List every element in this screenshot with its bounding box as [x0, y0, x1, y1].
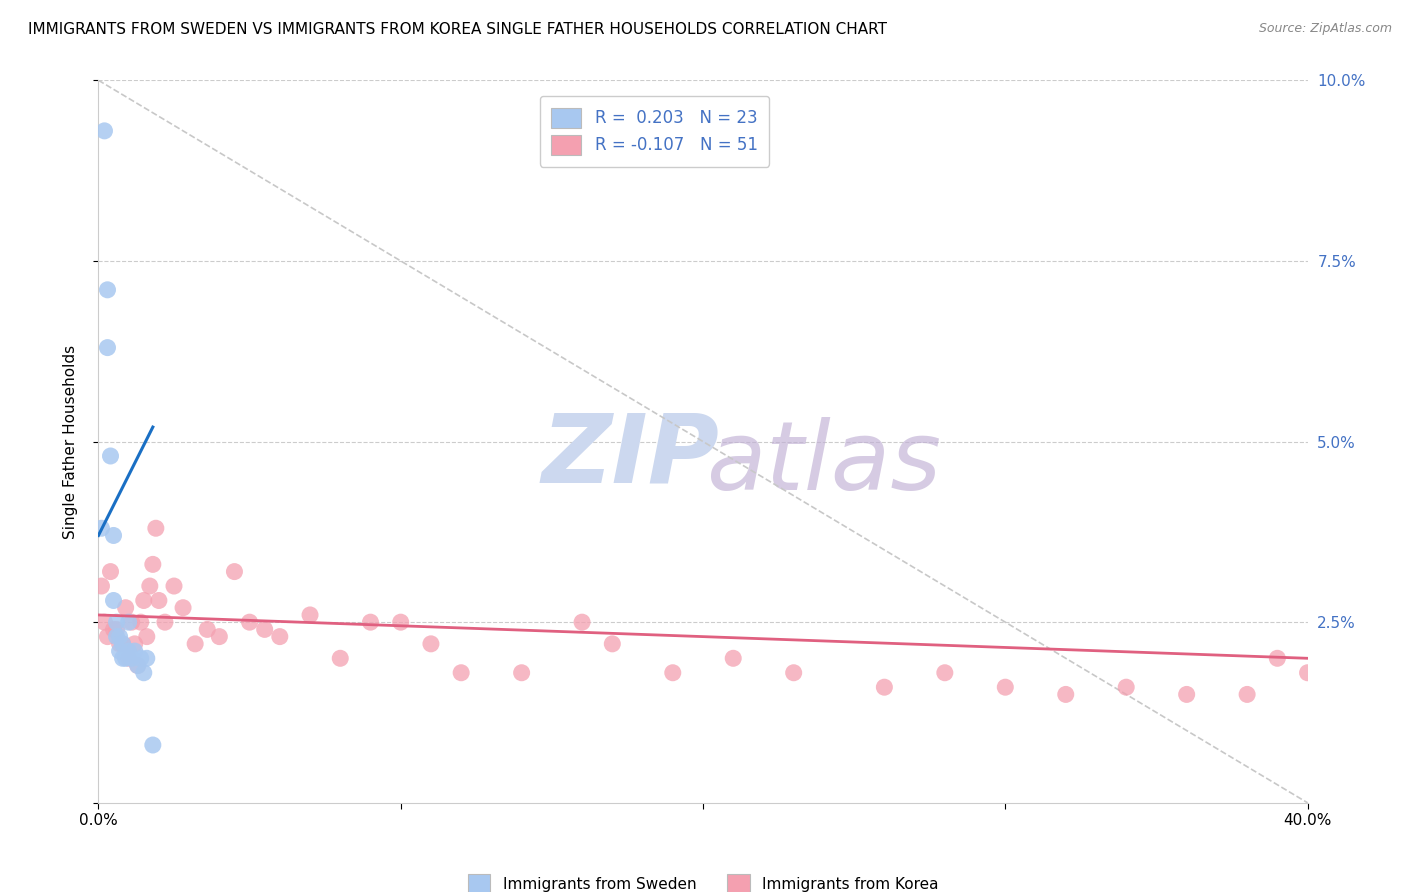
Point: [184, 637, 207, 651]
Point: [145, 521, 167, 535]
Point: [103, 623, 125, 637]
Point: [105, 615, 128, 630]
Point: [96, 341, 118, 355]
Point: [93, 124, 115, 138]
Point: [127, 658, 149, 673]
Point: [420, 637, 443, 651]
Point: [602, 637, 624, 651]
Point: [148, 593, 170, 607]
Point: [329, 651, 352, 665]
Point: [96, 630, 118, 644]
Point: [105, 623, 128, 637]
Point: [723, 651, 745, 665]
Point: [661, 665, 683, 680]
Text: Source: ZipAtlas.com: Source: ZipAtlas.com: [1258, 22, 1392, 36]
Point: [135, 651, 157, 665]
Point: [253, 623, 276, 637]
Point: [111, 637, 134, 651]
Point: [873, 680, 896, 694]
Point: [118, 644, 141, 658]
Point: [224, 565, 246, 579]
Point: [132, 665, 155, 680]
Point: [172, 600, 194, 615]
Point: [783, 665, 806, 680]
Point: [195, 623, 218, 637]
Point: [1115, 680, 1137, 694]
Point: [90, 579, 112, 593]
Legend: Immigrants from Sweden, Immigrants from Korea: Immigrants from Sweden, Immigrants from …: [461, 868, 945, 892]
Point: [111, 637, 134, 651]
Point: [299, 607, 322, 622]
Point: [1054, 687, 1077, 701]
Point: [163, 579, 186, 593]
Point: [360, 615, 382, 630]
Point: [121, 615, 143, 630]
Point: [208, 630, 231, 644]
Point: [118, 651, 141, 665]
Point: [1236, 687, 1258, 701]
Point: [129, 615, 152, 630]
Text: ZIP: ZIP: [541, 409, 720, 502]
Point: [90, 521, 112, 535]
Point: [100, 449, 122, 463]
Point: [142, 738, 165, 752]
Point: [571, 615, 593, 630]
Point: [124, 637, 146, 651]
Point: [121, 651, 143, 665]
Point: [114, 600, 136, 615]
Point: [450, 665, 472, 680]
Text: IMMIGRANTS FROM SWEDEN VS IMMIGRANTS FROM KOREA SINGLE FATHER HOUSEHOLDS CORRELA: IMMIGRANTS FROM SWEDEN VS IMMIGRANTS FRO…: [28, 22, 887, 37]
Point: [103, 528, 125, 542]
Point: [127, 658, 149, 673]
Point: [96, 283, 118, 297]
Point: [103, 593, 125, 607]
Y-axis label: Single Father Households: Single Father Households: [63, 344, 77, 539]
Point: [934, 665, 956, 680]
Point: [124, 644, 146, 658]
Point: [118, 615, 141, 630]
Point: [132, 593, 155, 607]
Point: [1267, 651, 1289, 665]
Point: [1175, 687, 1198, 701]
Point: [108, 630, 131, 644]
Point: [239, 615, 262, 630]
Point: [153, 615, 176, 630]
Point: [139, 579, 162, 593]
Point: [135, 630, 157, 644]
Point: [389, 615, 412, 630]
Point: [100, 565, 122, 579]
Point: [142, 558, 165, 572]
Point: [105, 630, 128, 644]
Point: [994, 680, 1017, 694]
Point: [1296, 665, 1319, 680]
Point: [111, 651, 134, 665]
Point: [108, 637, 131, 651]
Point: [510, 665, 533, 680]
Point: [114, 651, 136, 665]
Point: [108, 644, 131, 658]
Point: [269, 630, 291, 644]
Point: [129, 651, 152, 665]
Point: [93, 615, 115, 630]
Text: atlas: atlas: [706, 417, 942, 509]
